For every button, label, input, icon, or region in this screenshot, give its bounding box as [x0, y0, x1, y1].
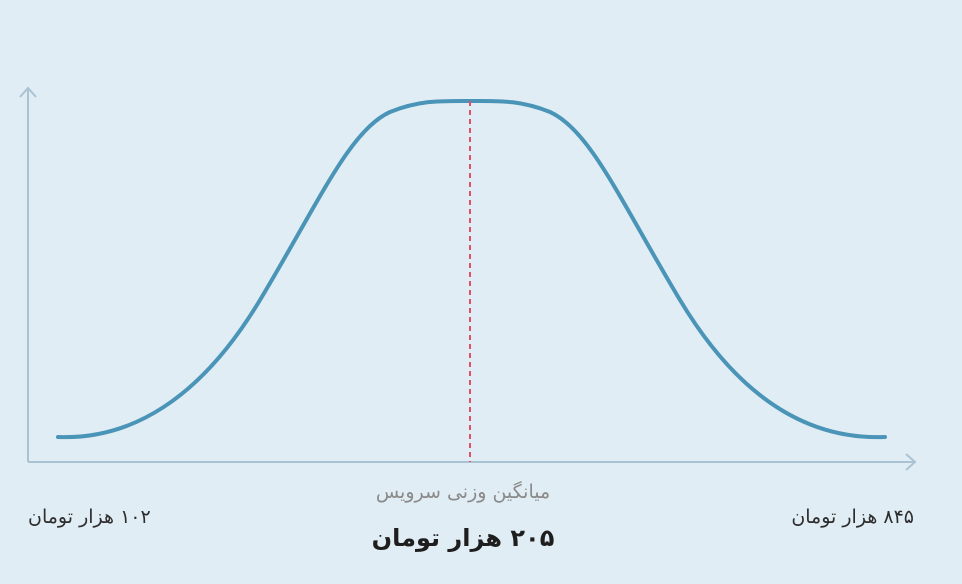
max-label: ۸۴۵ هزار تومان [791, 506, 914, 528]
x-axis-arrow [905, 453, 917, 471]
mean-caption: میانگین وزنی سرویس [375, 481, 551, 503]
y-axis-arrow [19, 86, 37, 98]
mean-value: ۲۰۵ هزار تومان [371, 524, 555, 552]
axes [19, 86, 917, 471]
min-label: ۱۰۲ هزار تومان [28, 506, 151, 528]
distribution-curve [56, 98, 887, 440]
